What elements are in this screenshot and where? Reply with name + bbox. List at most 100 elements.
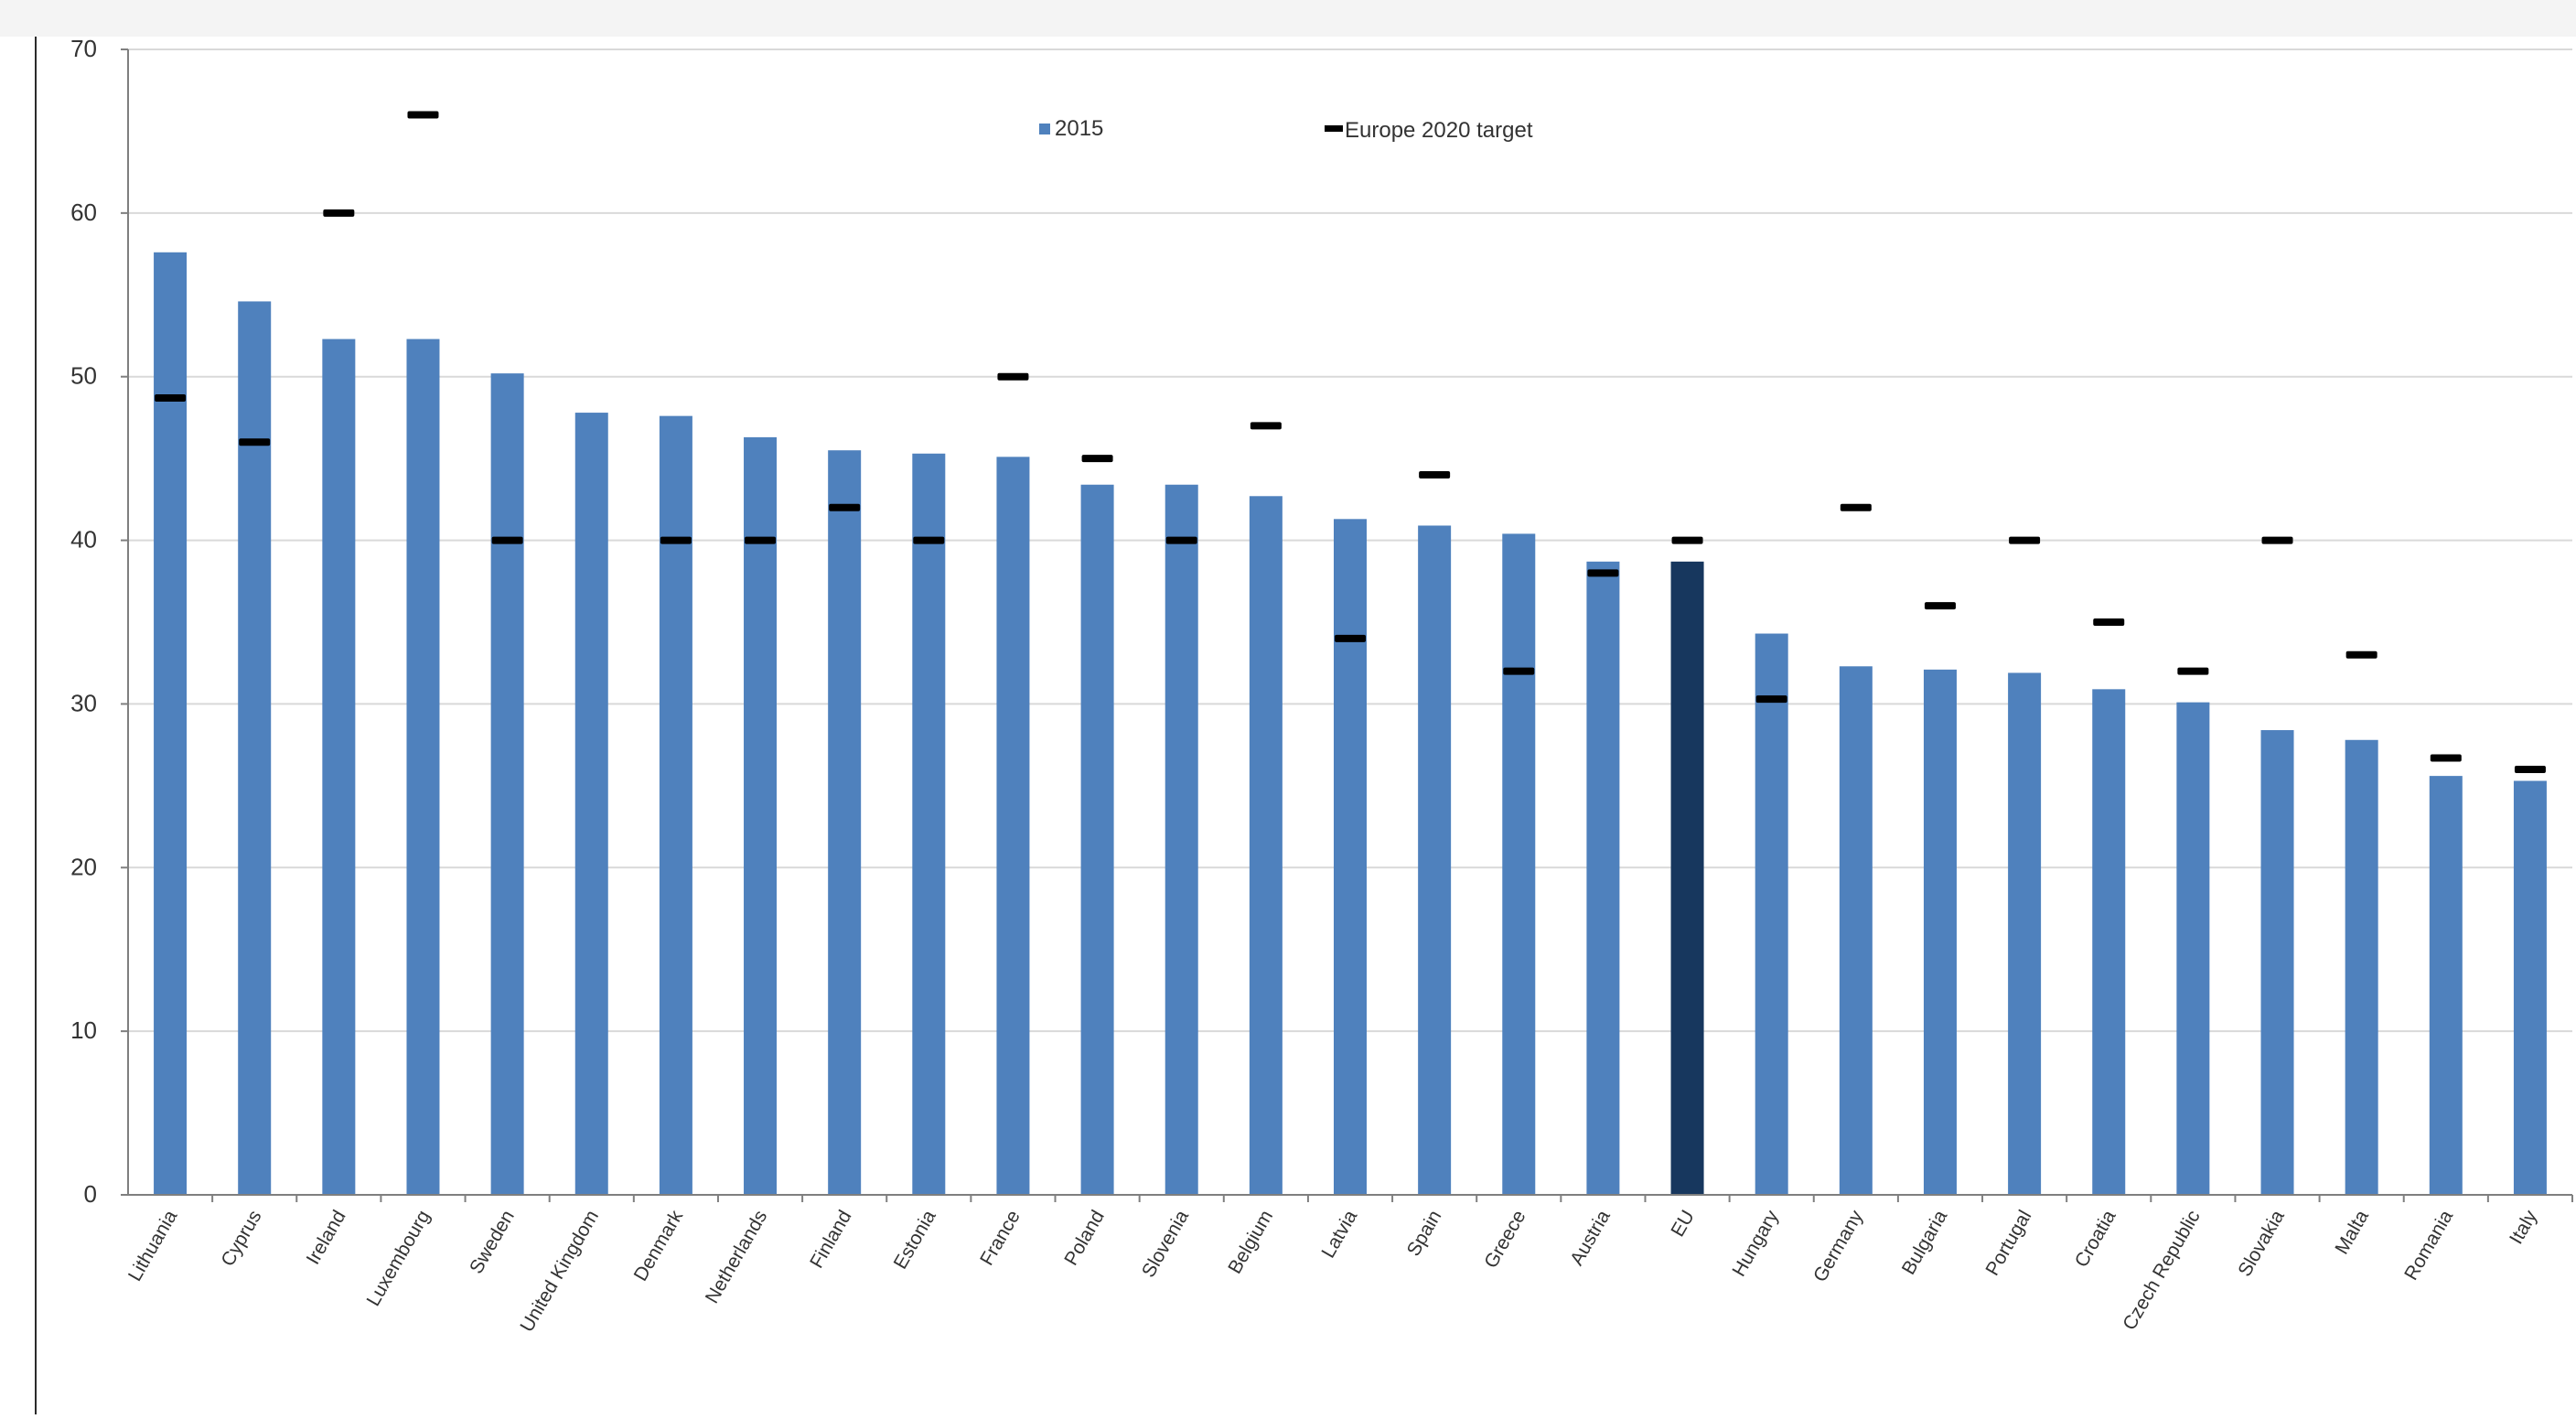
x-tick-label: Cyprus [217, 1207, 265, 1270]
target-marker [1924, 602, 1956, 610]
bar [2176, 702, 2210, 1195]
target-marker [1081, 455, 1113, 463]
y-tick-label: 10 [70, 1016, 97, 1044]
x-tick-label: Greece [1480, 1207, 1530, 1272]
x-tick-label: Lithuania [124, 1207, 182, 1285]
bar [1670, 561, 1704, 1195]
x-tick-label: Sweden [466, 1207, 519, 1277]
x-tick-label: Romania [2400, 1207, 2457, 1285]
bar [1334, 519, 1367, 1195]
bars [154, 252, 2547, 1196]
target-marker [1250, 422, 1282, 430]
target-marker [1840, 503, 1872, 511]
bar [1249, 496, 1283, 1195]
bar [322, 339, 356, 1195]
bar [1923, 669, 1957, 1195]
bar [2260, 730, 2294, 1195]
top-strip [0, 0, 2576, 37]
x-tick-label: Slovakia [2234, 1207, 2289, 1281]
bar [912, 453, 946, 1196]
target-marker [2430, 754, 2462, 762]
x-tick-label: Portugal [1981, 1207, 2035, 1279]
bar [1165, 484, 1198, 1195]
x-tick-label: Belgium [1224, 1207, 1277, 1277]
target-marker [1755, 695, 1787, 704]
x-tick-label: Ireland [303, 1207, 350, 1268]
target-marker [1165, 536, 1197, 544]
y-tick-label: 70 [70, 35, 97, 62]
bar [1502, 533, 1536, 1195]
y-tick-label: 20 [70, 853, 97, 880]
legend-target-swatch [1325, 125, 1343, 132]
x-tick-label: United Kingdom [516, 1207, 603, 1336]
target-marker [2514, 765, 2546, 773]
x-tick-label: Hungary [1728, 1207, 1783, 1281]
target-marker [155, 393, 187, 402]
y-tick-label: 40 [70, 526, 97, 554]
x-tick-label: Finland [806, 1207, 855, 1272]
target-marker [745, 536, 777, 544]
bar [490, 373, 524, 1195]
x-tick-label: Germany [1809, 1207, 1867, 1286]
target-marker [829, 503, 861, 511]
x-tick-label: Croatia [2071, 1207, 2120, 1271]
x-tick-label: Austria [1566, 1207, 1615, 1269]
target-marker [1587, 569, 1619, 577]
target-marker [2177, 667, 2209, 675]
target-marker [997, 372, 1029, 381]
x-tick-label: EU [1667, 1207, 1699, 1241]
bar [744, 436, 778, 1195]
bar [1839, 666, 1873, 1195]
target-marker [2093, 618, 2125, 626]
legend-bar-swatch [1039, 124, 1050, 134]
legend-bar-label: 2015 [1055, 116, 1103, 141]
bar [154, 252, 188, 1196]
y-tick-label: 30 [70, 689, 97, 716]
y-tick-label: 50 [70, 362, 97, 390]
target-marker [913, 536, 945, 544]
target-marker [491, 536, 523, 544]
bar [1755, 633, 1788, 1195]
bar [2008, 672, 2042, 1195]
bar [1418, 525, 1452, 1195]
target-markers [155, 111, 2546, 773]
left-border [35, 37, 37, 1414]
x-tick-label: Bulgaria [1898, 1207, 1952, 1279]
target-marker [239, 438, 271, 446]
bar [659, 415, 692, 1195]
target-marker [407, 111, 439, 119]
bar [996, 457, 1030, 1196]
target-marker [660, 536, 692, 544]
x-tick-label: Malta [2331, 1207, 2373, 1258]
x-tick-label: Italy [2506, 1207, 2541, 1248]
target-marker [323, 209, 355, 217]
target-marker [1503, 667, 1535, 675]
target-marker [1419, 471, 1451, 479]
y-tick-label: 60 [70, 199, 97, 226]
x-tick-label: Estonia [890, 1207, 940, 1273]
x-tick-label: Slovenia [1138, 1207, 1193, 1282]
x-tick-label: Czech Republic [2119, 1207, 2204, 1334]
x-tick-label: Denmark [630, 1207, 688, 1285]
bar [1080, 484, 1114, 1195]
x-tick-label: Latvia [1317, 1207, 1361, 1262]
x-tick-label: Poland [1060, 1207, 1109, 1269]
x-tick-label: France [976, 1207, 1025, 1269]
bar [238, 301, 272, 1195]
target-marker [2009, 536, 2041, 544]
bar [2429, 776, 2463, 1195]
bar [2092, 689, 2126, 1195]
bar [828, 450, 862, 1195]
x-tick-label: Spain [1403, 1207, 1446, 1260]
x-tick-label: Luxembourg [363, 1207, 435, 1310]
y-tick-label: 0 [84, 1180, 97, 1208]
bar [406, 339, 440, 1195]
legend: 2015 Europe 2020 target [1039, 116, 1533, 143]
bar [574, 413, 608, 1195]
bar [2513, 780, 2547, 1195]
x-tick-label: Netherlands [702, 1207, 772, 1307]
target-marker [1335, 634, 1366, 642]
bar [2345, 739, 2378, 1195]
